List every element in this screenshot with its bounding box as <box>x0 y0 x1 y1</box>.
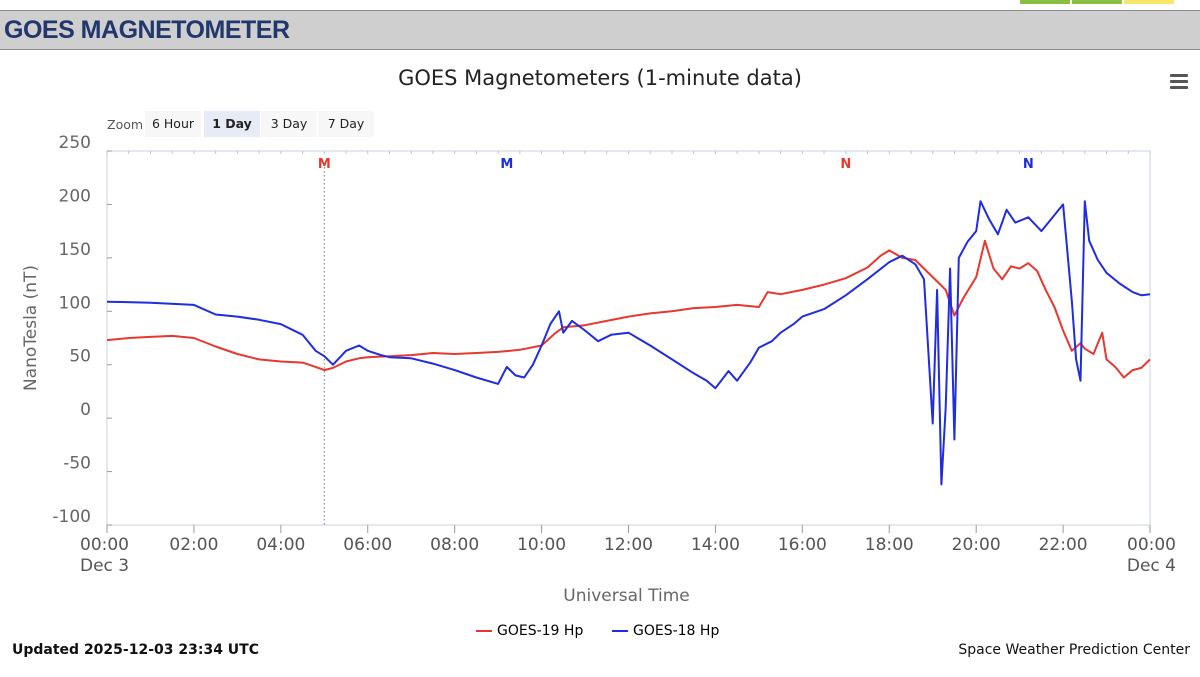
status-swatch-1 <box>1020 0 1070 4</box>
series-line-goes18 <box>106 200 1151 486</box>
updated-timestamp: Updated 2025-12-03 23:34 UTC <box>12 642 259 658</box>
legend-label-goes19: GOES-19 Hp <box>497 623 584 639</box>
credit-label: Space Weather Prediction Center <box>958 642 1190 658</box>
zoom-label: Zoom <box>107 117 144 132</box>
page-banner: GOES MAGNETOMETER <box>0 10 1200 50</box>
x-tick-label: 22:00 <box>1039 535 1088 555</box>
x-tick-label: 04:00 <box>256 535 305 555</box>
series-line-goes19 <box>106 239 1151 379</box>
annotation-label-3: N <box>1023 157 1034 172</box>
y-tick-label: 100 <box>59 293 91 313</box>
plot-frame <box>106 150 1151 526</box>
x-tick-label: 14:00 <box>691 535 740 555</box>
legend-item-goes19[interactable]: GOES-19 Hp <box>476 623 583 639</box>
x-tick-label: 00:00 <box>1127 535 1176 555</box>
y-tick-label: 0 <box>80 400 91 420</box>
y-tick-label: 50 <box>69 347 91 367</box>
x-tick-sublabel: Dec 3 <box>80 556 129 576</box>
x-tick-label: 08:00 <box>430 535 479 555</box>
x-tick-label: 02:00 <box>169 535 218 555</box>
y-axis-title: NanoTesla (nT) <box>21 265 41 391</box>
chart-title: GOES Magnetometers (1-minute data) <box>398 66 802 90</box>
zoom-6-hour-button[interactable]: 6 Hour <box>145 111 201 137</box>
annotation-label-1: M <box>500 157 513 172</box>
y-tick-label: -50 <box>63 454 91 474</box>
x-tick-label: 18:00 <box>865 535 914 555</box>
status-swatch-3 <box>1124 0 1174 4</box>
x-axis-title: Universal Time <box>563 586 689 606</box>
x-tick-sublabel: Dec 4 <box>1127 556 1176 576</box>
hamburger-menu-icon[interactable] <box>1170 74 1188 92</box>
x-tick-label: 16:00 <box>778 535 827 555</box>
x-tick-label: 20:00 <box>952 535 1001 555</box>
legend-item-goes18[interactable]: GOES-18 Hp <box>612 623 719 639</box>
legend-label-goes18: GOES-18 Hp <box>633 623 720 639</box>
chart-legend: GOES-19 Hp GOES-18 Hp <box>0 623 1200 643</box>
zoom-1-day-button[interactable]: 1 Day <box>204 111 260 137</box>
legend-swatch-goes19 <box>476 630 492 632</box>
y-tick-label: 150 <box>59 240 91 260</box>
zoom-3-day-button[interactable]: 3 Day <box>261 111 317 137</box>
banner-title: GOES MAGNETOMETER <box>4 16 290 44</box>
legend-swatch-goes18 <box>612 630 628 632</box>
annotation-label-0: M <box>318 157 331 172</box>
y-tick-label: 250 <box>59 133 91 153</box>
x-tick-label: 10:00 <box>517 535 566 555</box>
x-tick-label: 00:00 <box>80 535 129 555</box>
x-tick-label: 06:00 <box>343 535 392 555</box>
y-tick-label: -100 <box>52 507 91 527</box>
y-tick-label: 200 <box>59 186 91 206</box>
annotation-label-2: N <box>840 157 851 172</box>
x-tick-label: 12:00 <box>604 535 653 555</box>
zoom-7-day-button[interactable]: 7 Day <box>318 111 374 137</box>
status-swatch-2 <box>1072 0 1122 4</box>
